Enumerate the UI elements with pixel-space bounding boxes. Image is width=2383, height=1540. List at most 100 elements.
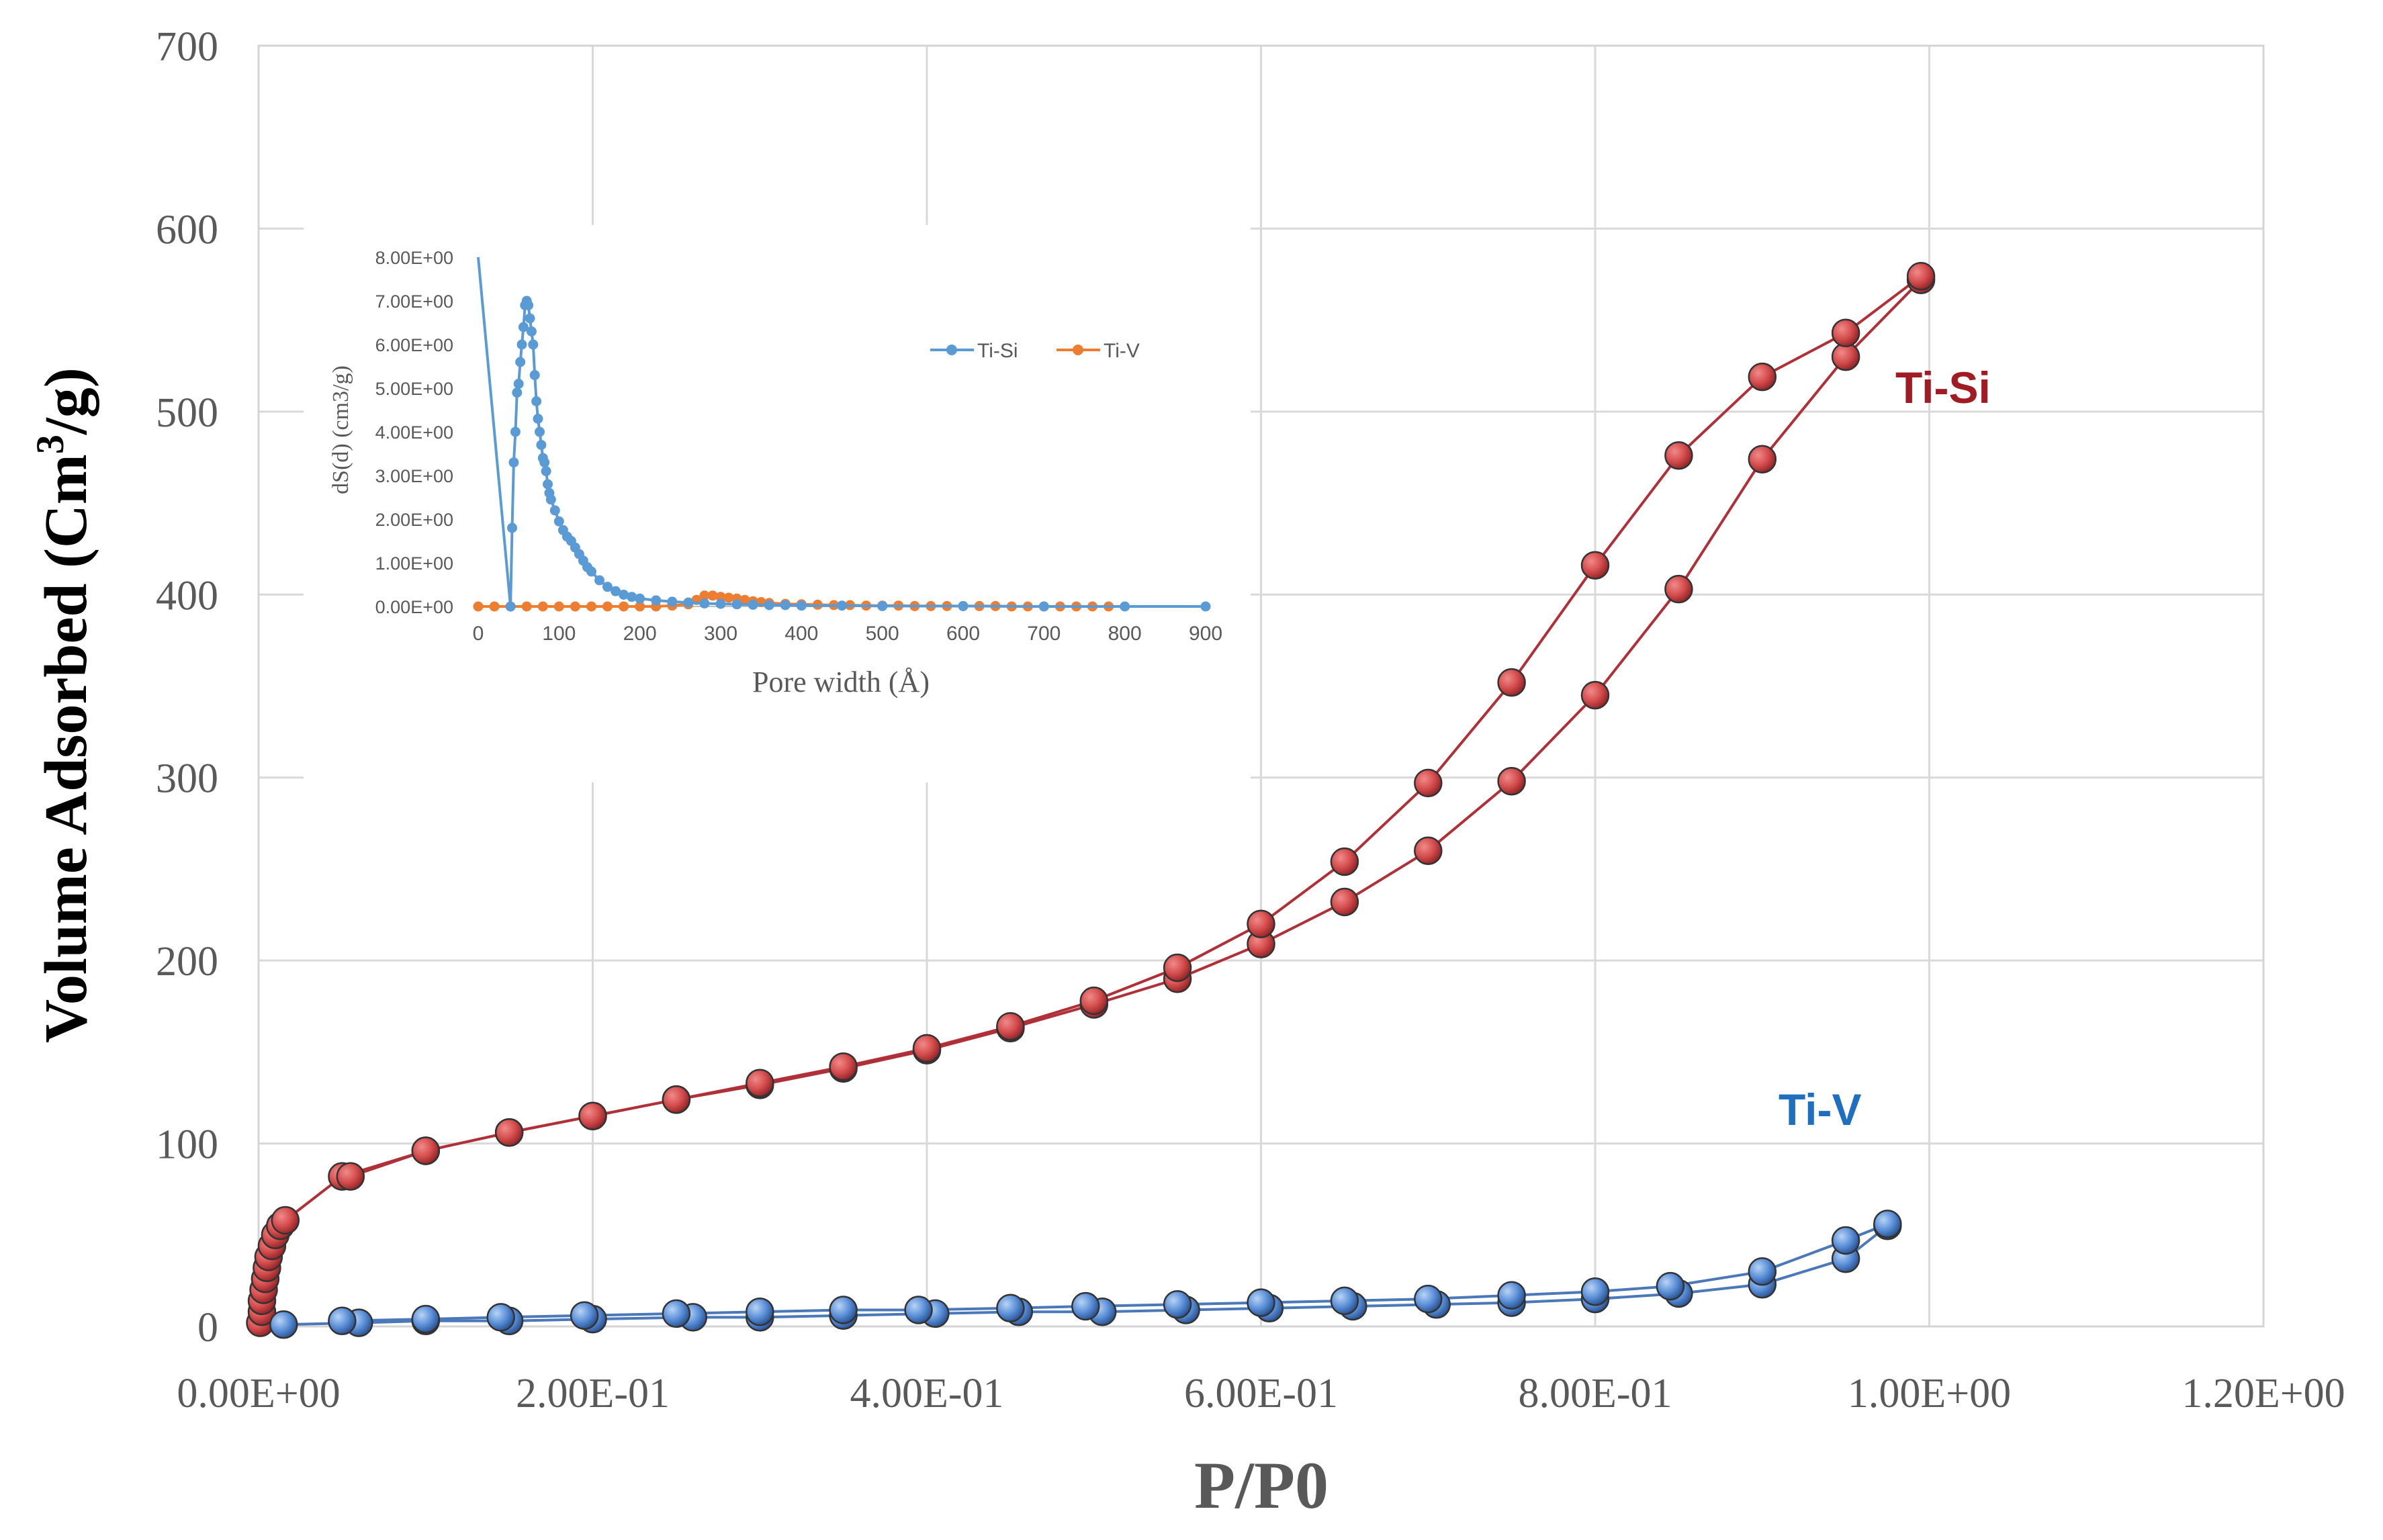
inset-data-point-ti-si (780, 600, 791, 610)
data-point-ti-si-desorption (912, 1034, 942, 1063)
main-x-tick-label: 4.00E-01 (850, 1371, 1003, 1416)
main-x-tick-labels: 0.00E+00 2.00E-01 4.00E-01 6.00E-01 8.00E-01… (177, 1371, 2345, 1416)
main-y-tick-label: 500 (156, 390, 218, 436)
data-point-ti-v-desorption (1580, 1277, 1610, 1306)
inset-data-point-ti-si (512, 388, 523, 398)
inset-data-point-ti-v (521, 601, 532, 612)
inset-data-point-ti-si (699, 598, 710, 608)
series-label-ti-si: Ti-Si (1895, 363, 1991, 412)
main-y-tick-label: 0 (197, 1305, 218, 1351)
inset-data-point-ti-si (549, 505, 560, 516)
inset-data-point-ti-si (510, 426, 521, 437)
data-point-ti-v-desorption (1497, 1281, 1526, 1310)
inset-data-point-ti-si (539, 457, 550, 467)
data-point-ti-si-desorption (1163, 953, 1192, 983)
inset-data-point-ti-v (537, 601, 548, 612)
inset-data-point-ti-si (508, 457, 519, 467)
data-point-ti-si-desorption (578, 1101, 607, 1130)
data-point-ti-si-desorption (1831, 318, 1860, 347)
main-x-tick-label: 1.20E+00 (2182, 1371, 2345, 1416)
legend-marker-ti-v (1073, 345, 1083, 355)
inset-data-point-ti-si (958, 600, 969, 611)
inset-data-point-ti-si (525, 313, 535, 324)
inset-y-tick-label: 8.00E+00 (375, 248, 453, 268)
data-point-ti-si-adsorption (1330, 887, 1359, 917)
inset-data-point-ti-si (796, 600, 807, 611)
inset-x-tick-label: 700 (1027, 623, 1061, 645)
inset-data-point-ti-v (619, 601, 629, 612)
inset-data-point-ti-si (541, 466, 551, 476)
data-point-ti-v-desorption (1247, 1288, 1275, 1317)
y-axis-title-sup: 3 (28, 435, 72, 454)
data-point-ti-si-desorption (1580, 551, 1610, 580)
data-point-ti-v-desorption (486, 1303, 515, 1332)
main-x-tick-label: 1.00E+00 (1848, 1371, 2011, 1416)
inset-y-tick-label: 4.00E+00 (375, 422, 453, 443)
inset-x-tick-label: 400 (784, 623, 818, 645)
inset-data-point-ti-si (526, 326, 537, 336)
data-point-ti-v-desorption (662, 1299, 691, 1328)
inset-data-point-ti-si (545, 494, 556, 505)
inset-data-point-ti-v (586, 601, 596, 612)
inset-y-tick-label: 2.00E+00 (375, 510, 453, 530)
inset-data-point-ti-v (707, 590, 718, 601)
inset-data-point-ti-v (723, 592, 734, 603)
data-point-ti-si-adsorption (271, 1206, 300, 1235)
inset-data-point-ti-si (533, 414, 543, 424)
inset-x-tick-label: 300 (704, 623, 737, 645)
data-point-ti-si-adsorption (1664, 574, 1693, 604)
inset-y-tick-label: 1.00E+00 (375, 553, 453, 574)
y-axis-title-main: Volume Adsorbed (Cm (33, 454, 99, 1043)
inset-data-point-ti-si (523, 300, 534, 310)
inset-x-axis-title: Pore width (Å) (752, 666, 930, 698)
inset-data-point-ti-si (536, 440, 547, 450)
data-point-ti-v-desorption (1071, 1292, 1100, 1321)
inset-data-point-ti-v (635, 601, 645, 612)
inset-data-point-ti-v (715, 592, 726, 602)
inset-y-tick-label: 6.00E+00 (375, 335, 453, 355)
inset-x-tick-label: 500 (866, 623, 899, 645)
series-label-ti-v: Ti-V (1779, 1085, 1861, 1134)
inset-x-tick-label: 100 (542, 623, 576, 645)
data-point-ti-v-desorption (411, 1304, 441, 1334)
inset-data-point-ti-si (518, 322, 529, 332)
main-y-tick-label: 400 (156, 573, 218, 619)
data-point-ti-v-desorption (746, 1297, 774, 1326)
inset-data-point-ti-si (516, 339, 527, 350)
inset-data-point-ti-si (1038, 601, 1049, 612)
inset-legend: Ti-Si Ti-V (930, 340, 1140, 362)
inset-data-point-ti-si (535, 426, 545, 437)
data-point-ti-si-desorption (662, 1085, 691, 1114)
inset-x-tick-label: 800 (1108, 623, 1142, 645)
inset-x-tick-label: 900 (1189, 623, 1222, 645)
inset-legend-item-ti-v: Ti-V (1056, 340, 1140, 362)
x-axis-title: P/P0 (1194, 1448, 1329, 1523)
inset-background (304, 225, 1251, 782)
main-x-tick-label: 2.00E-01 (516, 1371, 670, 1416)
data-point-ti-si-desorption (1748, 362, 1777, 392)
data-point-ti-si-desorption (996, 1011, 1025, 1041)
inset-data-point-ti-si (667, 596, 678, 607)
data-point-ti-si-adsorption (1414, 836, 1443, 865)
inset-data-point-ti-si (837, 600, 847, 611)
inset-y-tick-label: 3.00E+00 (375, 466, 453, 486)
data-point-ti-v-adsorption (269, 1310, 298, 1339)
data-point-ti-si-adsorption (1748, 445, 1777, 473)
main-y-tick-label: 300 (156, 756, 218, 802)
data-point-ti-si-desorption (1906, 262, 1936, 291)
legend-label-ti-v: Ti-V (1104, 340, 1140, 362)
inset-x-tick-label: 0 (473, 623, 484, 645)
data-point-ti-si-desorption (1497, 668, 1526, 697)
main-x-tick-label: 6.00E-01 (1184, 1371, 1338, 1416)
data-point-ti-si-adsorption (1580, 680, 1610, 710)
data-point-ti-v-desorption (1163, 1290, 1192, 1319)
main-plot-frame (257, 44, 2265, 1328)
inset-data-point-ti-si (515, 357, 526, 367)
data-point-ti-v-desorption (1656, 1271, 1685, 1301)
data-point-ti-si-desorption (746, 1069, 774, 1097)
data-point-ti-si-desorption (1247, 909, 1275, 938)
main-y-tick-label: 100 (156, 1122, 218, 1168)
inset-data-point-ti-v (699, 590, 710, 601)
legend-label-ti-si: Ti-Si (977, 340, 1018, 362)
